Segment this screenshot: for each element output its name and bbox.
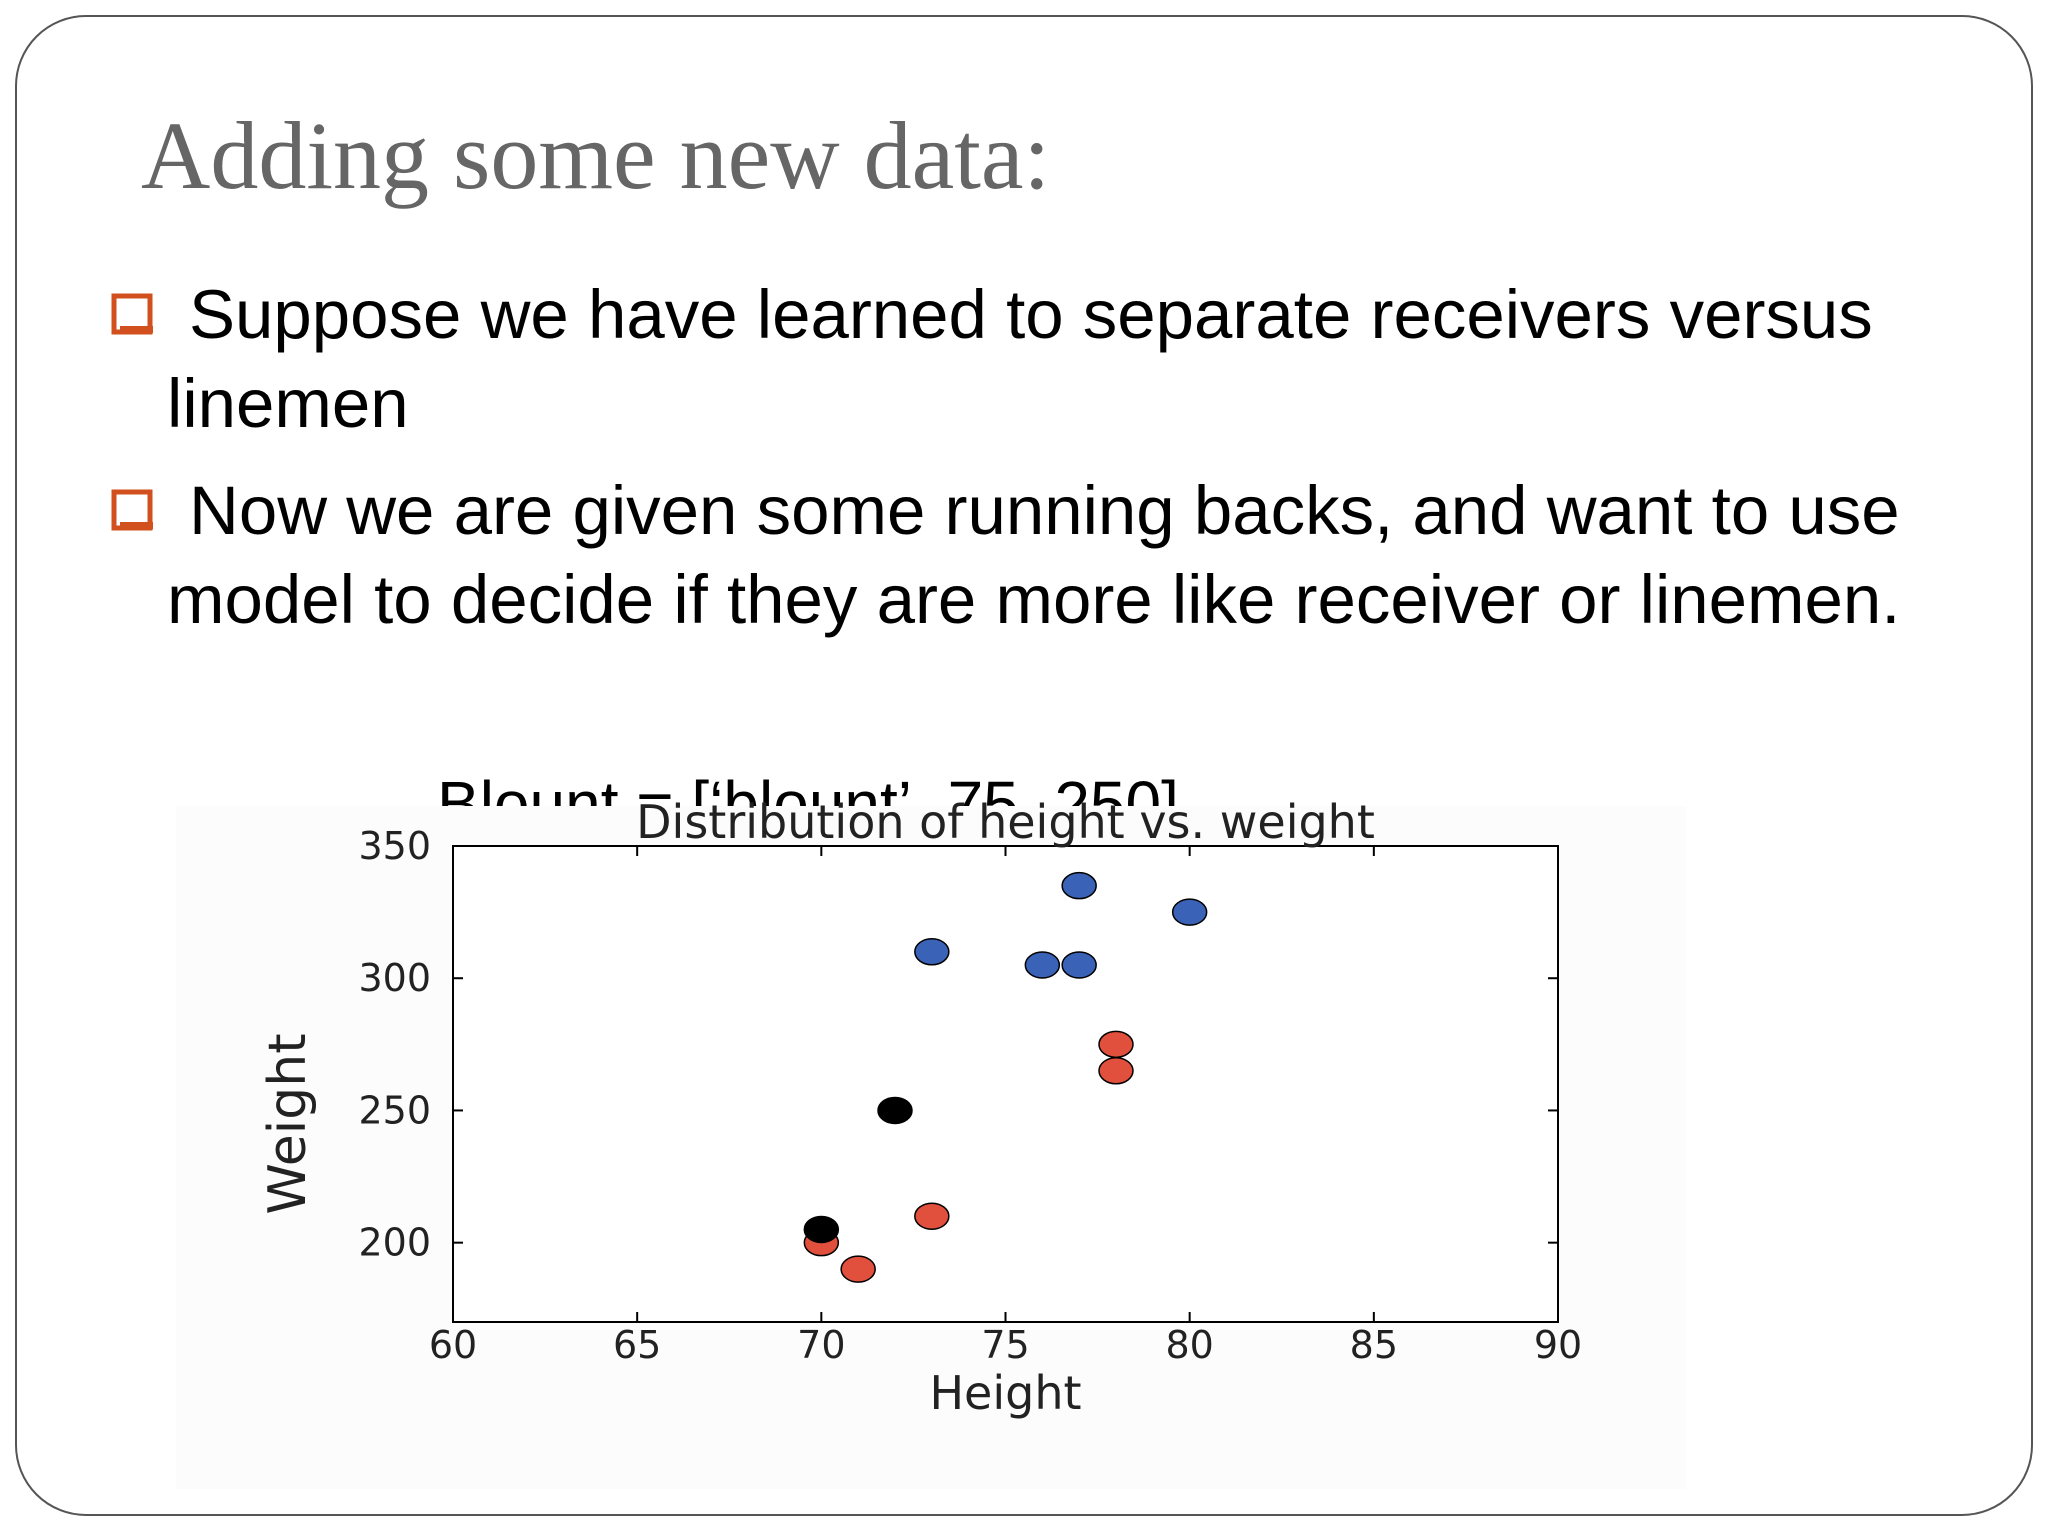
x-axis-label: Height: [929, 1366, 1081, 1420]
x-tick-label: 85: [1350, 1323, 1398, 1367]
y-tick-label: 350: [358, 824, 431, 868]
slide-title: Adding some new data:: [141, 102, 1051, 209]
x-tick-label: 65: [613, 1323, 661, 1367]
chart: 60 65 70 75 80 85 90 200 250 300 350 Distribution o…: [258, 795, 1582, 1420]
scatter-point: [803, 1215, 840, 1244]
bullet-text: Now we are given some running backs, and…: [167, 472, 1901, 638]
bullet-icon: [111, 489, 153, 531]
bullet-icon: [111, 293, 153, 335]
scatter-point: [1098, 1057, 1134, 1085]
y-tick-label: 200: [358, 1221, 431, 1265]
scatter-point: [1171, 898, 1208, 926]
y-tick-label: 250: [358, 1088, 431, 1132]
x-tick-label: 75: [981, 1323, 1029, 1367]
scatter-point: [914, 938, 950, 966]
plot-area: [452, 845, 1559, 1323]
x-tick-label: 70: [797, 1323, 845, 1367]
x-tick-label: 90: [1534, 1323, 1582, 1367]
scatter-point: [840, 1255, 876, 1283]
bullet-text: Suppose we have learned to separate rece…: [167, 276, 1873, 442]
scatter-point: [1061, 871, 1097, 900]
scatter-point: [1061, 951, 1097, 979]
chart-title: Distribution of height vs. weight: [636, 795, 1375, 849]
y-axis-label: Weight: [258, 1033, 318, 1214]
scatter-point: [1024, 951, 1061, 979]
scatter-point: [877, 1096, 913, 1125]
y-tick-label: 300: [358, 956, 431, 1000]
scatter-point: [914, 1202, 950, 1230]
x-tick-label: 60: [429, 1323, 477, 1367]
scatter-point: [1098, 1030, 1134, 1059]
x-tick-label: 80: [1165, 1323, 1213, 1367]
